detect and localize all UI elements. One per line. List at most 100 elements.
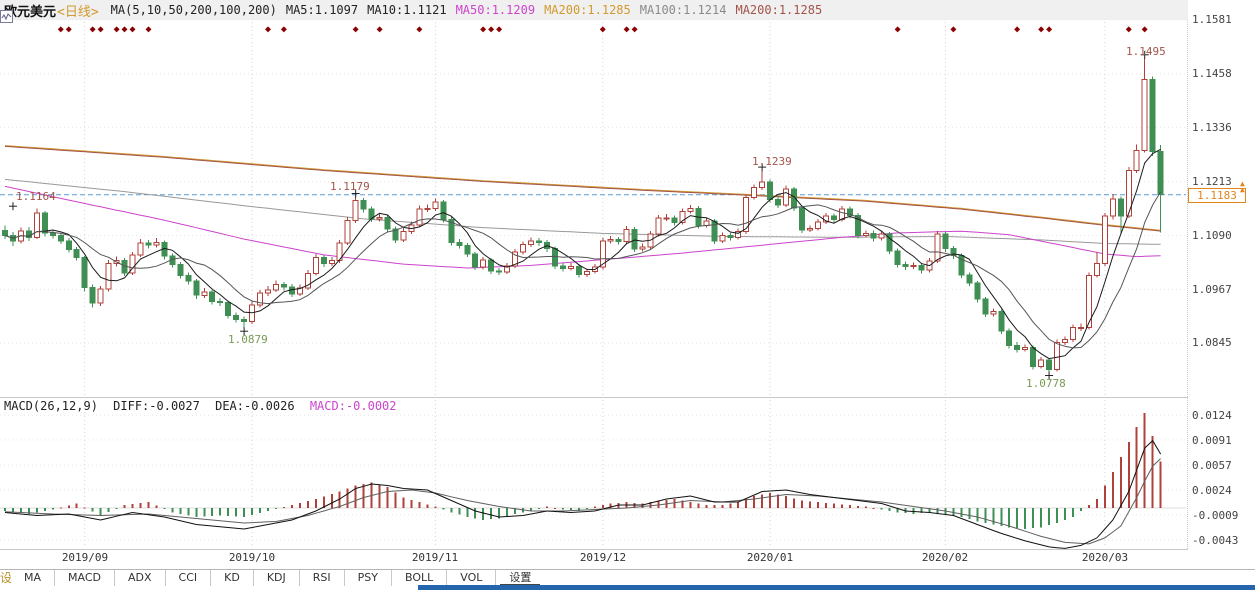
price-up-arrow-icon: ▲ (1240, 179, 1245, 188)
ma10-line (4, 191, 1162, 349)
event-diamond-icon: ◆ (1126, 24, 1132, 35)
bottom-blue-strip (418, 585, 1255, 590)
event-diamond-icon: ◆ (895, 24, 901, 35)
event-diamond-icon: ◆ (98, 24, 104, 35)
event-diamond-icon: ◆ (1142, 24, 1148, 35)
diff-line (4, 439, 1162, 549)
period-label: <日线> (57, 4, 99, 20)
price-axis-tick: 1.1090 (1192, 229, 1232, 242)
macd-axis-tick: 0.0124 (1192, 409, 1232, 422)
current-price-tag: 1.1183 (1188, 188, 1246, 203)
x-axis-label: 2019/11 (411, 551, 459, 564)
tab-ma[interactable]: MA (11, 570, 56, 586)
macd-diff-value: DIFF:-0.0027 (113, 399, 200, 413)
ma-config-label: MA(5,10,50,200,100,200) (110, 3, 277, 17)
tab-macd[interactable]: MACD (55, 570, 115, 586)
event-diamond-icon: ◆ (416, 24, 422, 35)
dea-line (4, 458, 1161, 545)
ma5-value: MA5:1.1097 (285, 3, 359, 17)
event-diamond-icon: ◆ (129, 24, 135, 35)
price-annotation: 1.1239 (752, 155, 792, 168)
macd-title: MACD(26,12,9) (4, 399, 98, 413)
price-chart-canvas[interactable]: ◆ ◆ ◆ ◆ ◆ ◆ ◆ ◆ ◆ ◆ ◆ ◆ ◆ ◆ ◆ ◆ ◆ ◆ ◆ ◆ ◆ ◆ ◆ ◆ ◆ ◆1.11641.11791.… (0, 0, 1188, 398)
event-diamond-icon: ◆ (1014, 24, 1020, 35)
macd-header: MACD(26,12,9) DIFF:-0.0027 DEA:-0.0026 M… (4, 399, 405, 413)
macd-macd-value: MACD:-0.0002 (309, 399, 397, 413)
event-diamond-icon: ◆ (353, 24, 359, 35)
price-annotation: 1.0778 (1026, 377, 1066, 390)
price-axis-tick: 1.0845 (1192, 336, 1232, 349)
ma10-value: MA10:1.1121 (367, 3, 447, 17)
event-diamond-icon: ◆ (1038, 24, 1044, 35)
price-annotation: 1.1179 (330, 180, 370, 193)
macd-chart-canvas[interactable] (0, 398, 1188, 549)
tab-psy[interactable]: PSY (345, 570, 392, 586)
ma100-line (4, 178, 1161, 245)
panel-divider[interactable] (0, 397, 1188, 398)
price-axis-tick: 1.1336 (1192, 121, 1232, 134)
event-diamond-icon: ◆ (496, 24, 502, 35)
price-axis-tick: 1.0967 (1192, 283, 1232, 296)
indicator-tab-bar: 设 MA MACD ADX CCI KD KDJ RSI PSY BOLL VO… (0, 569, 1255, 586)
axis-separator (1187, 0, 1188, 549)
ma50-line (4, 185, 1161, 269)
macd-bottom-border (0, 549, 1188, 550)
event-diamond-icon: ◆ (281, 24, 287, 35)
tab-kd[interactable]: KD (211, 570, 254, 586)
price-axis-tick: 1.1458 (1192, 67, 1232, 80)
event-diamond-icon: ◆ (950, 24, 956, 35)
x-axis-label: 2020/01 (746, 551, 794, 564)
event-diamond-icon: ◆ (66, 24, 72, 35)
tab-adx[interactable]: ADX (115, 570, 166, 586)
tab-boll[interactable]: BOLL (392, 570, 448, 586)
event-diamond-icon: ◆ (600, 24, 606, 35)
macd-axis-tick: 0.0057 (1192, 459, 1232, 472)
macd-axis-tick: 0.0024 (1192, 484, 1232, 497)
tab-vol[interactable]: VOL (447, 570, 497, 586)
event-diamond-icon: ◆ (145, 24, 151, 35)
ma100-value: MA100:1.1214 (639, 3, 727, 17)
ma200b-value: MA200:1.1285 (735, 3, 823, 17)
x-axis-label: 2020/03 (1081, 551, 1129, 564)
price-annotation: 1.1495 (1126, 45, 1166, 58)
candles-layer (2, 57, 1164, 373)
price-annotation: 1.1164 (16, 190, 56, 203)
ma200-line (4, 145, 1161, 232)
event-diamond-icon: ◆ (90, 24, 96, 35)
event-diamond-icon: ◆ (488, 24, 494, 35)
tab-cci[interactable]: CCI (166, 570, 212, 586)
ma200-value: MA200:1.1285 (544, 3, 631, 17)
symbol-title: 欧元美元 (4, 4, 57, 20)
event-diamond-icon: ◆ (265, 24, 271, 35)
ma50-value: MA50:1.1209 (455, 3, 536, 17)
x-axis-label: 2019/10 (228, 551, 276, 564)
chart-header-bar: 欧元美元 <日线> MA(5,10,50,200,100,200) MA5:1.… (0, 0, 1188, 23)
macd-axis-tick: 0.0091 (1192, 434, 1232, 447)
price-up-arrow-icon: ▲ (1240, 185, 1245, 194)
ma5-line (4, 148, 1161, 360)
macd-axis-tick: -0.0009 (1192, 509, 1239, 522)
event-markers-row: ◆ ◆ ◆ ◆ ◆ ◆ ◆ ◆ ◆ ◆ ◆ ◆ ◆ ◆ ◆ ◆ ◆ ◆ ◆ ◆ ◆ ◆ ◆ ◆ ◆ ◆ (58, 24, 1148, 35)
event-diamond-icon: ◆ (632, 24, 638, 35)
partial-glyph-icon: 设 (0, 571, 11, 585)
event-diamond-icon: ◆ (377, 24, 383, 35)
price-axis-tick: 1.1581 (1192, 13, 1232, 26)
ma200-orange-line (4, 145, 1161, 231)
macd-axis-tick: -0.0043 (1192, 534, 1239, 547)
event-diamond-icon: ◆ (114, 24, 120, 35)
macd-dea-value: DEA:-0.0026 (215, 399, 295, 413)
x-axis-label: 2019/09 (61, 551, 109, 564)
x-axis-label: 2020/02 (921, 551, 969, 564)
price-annotation: 1.0879 (228, 333, 268, 346)
x-axis-label: 2019/12 (579, 551, 627, 564)
event-diamond-icon: ◆ (1046, 24, 1052, 35)
event-diamond-icon: ◆ (624, 24, 630, 35)
event-diamond-icon: ◆ (121, 24, 127, 35)
tab-kdj[interactable]: KDJ (254, 570, 300, 586)
event-diamond-icon: ◆ (480, 24, 486, 35)
price-axis-tick: 1.1213 (1192, 175, 1232, 188)
tab-settings[interactable]: 设置 (496, 570, 544, 586)
event-diamond-icon: ◆ (58, 24, 64, 35)
tab-rsi[interactable]: RSI (300, 570, 345, 586)
